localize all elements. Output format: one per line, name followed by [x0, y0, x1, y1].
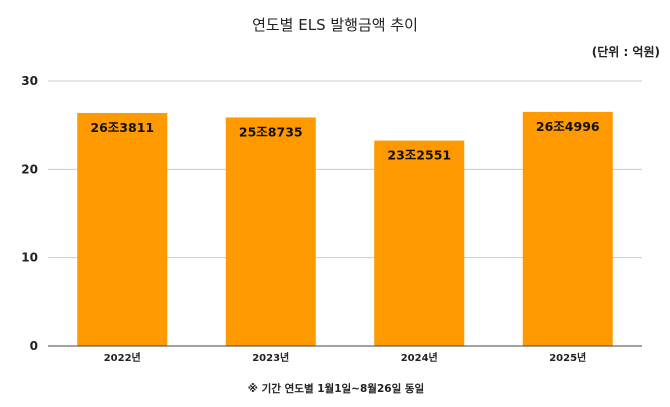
bar-2025년: [522, 111, 613, 346]
x-tick-label: 2025년: [549, 351, 586, 364]
footnote: ※ 기간 연도별 1월1일~8월26일 동일: [248, 382, 424, 395]
y-tick-label: 10: [21, 251, 38, 265]
y-tick-label: 20: [21, 162, 38, 176]
data-label: 25조8735: [239, 124, 303, 139]
y-axis-ticks: 0 10 20 30: [21, 74, 38, 353]
x-axis-ticks: 2022년 2023년 2024년 2025년: [104, 351, 587, 364]
bars: [48, 111, 642, 347]
data-labels: 26조3811 25조8735 23조2551 26조4996: [90, 119, 599, 163]
data-label: 23조2551: [387, 148, 451, 163]
x-tick-label: 2024년: [401, 351, 438, 364]
data-label: 26조4996: [536, 119, 600, 134]
bar-2022년: [77, 112, 168, 346]
bar-2023년: [225, 117, 316, 347]
data-label: 26조3811: [90, 120, 154, 135]
y-tick-label: 0: [30, 339, 38, 353]
x-tick-label: 2022년: [104, 351, 141, 364]
x-tick-label: 2023년: [252, 351, 289, 364]
chart-title: 연도별 ELS 발행금액 추이: [252, 16, 418, 34]
unit-label: (단위 : 억원): [592, 44, 660, 59]
bar-2024년: [374, 140, 465, 346]
y-tick-label: 30: [21, 74, 38, 88]
